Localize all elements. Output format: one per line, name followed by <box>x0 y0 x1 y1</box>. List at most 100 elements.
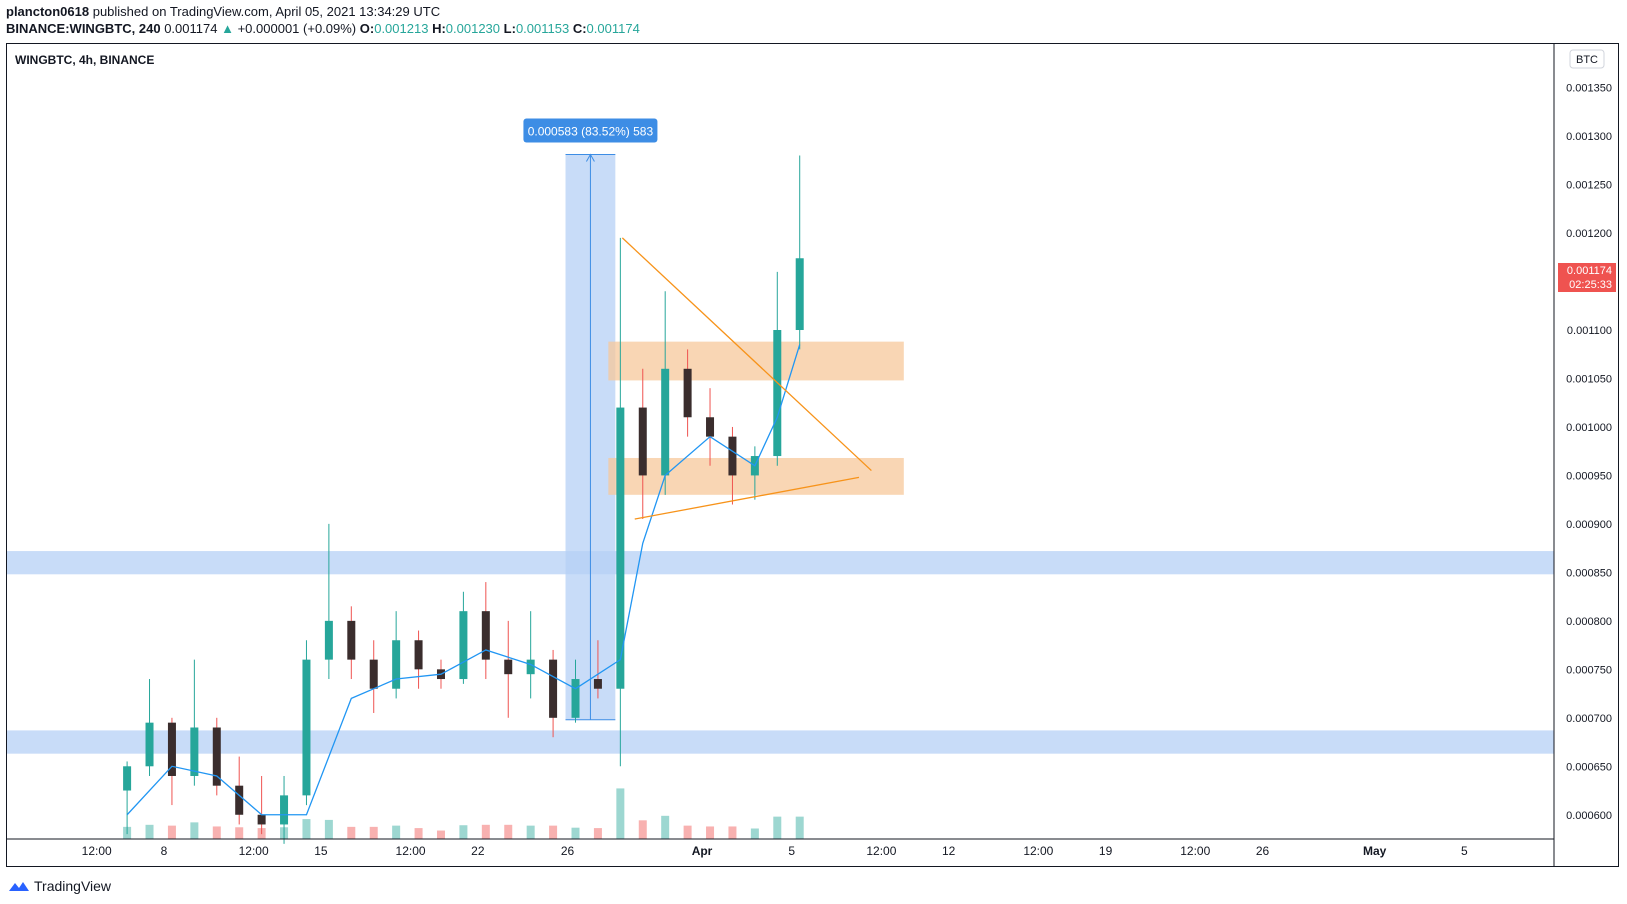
volume-bar-3 <box>190 822 199 839</box>
c-label: C: <box>572 21 587 36</box>
time-tick-13: 12:00 <box>1180 844 1210 858</box>
publish-text: published on TradingView.com, April 05, … <box>92 4 441 19</box>
candle-body-5 <box>235 785 244 815</box>
volume-bar-13 <box>414 828 423 839</box>
candle-body-30 <box>795 258 804 331</box>
price-tick-0: 0.001350 <box>1566 83 1612 95</box>
volume-bar-29 <box>773 816 782 839</box>
price-range-measure[interactable]: 0.000583 (83.52%) 583 <box>523 118 658 721</box>
price-tick-9: 0.000900 <box>1566 519 1612 531</box>
volume-bar-12 <box>392 825 401 839</box>
publish-info: plancton0618 published on TradingView.co… <box>6 4 440 20</box>
time-tick-11: 12:00 <box>1023 844 1053 858</box>
price-axis[interactable]: 0.0013500.0013000.0012500.0012000.001150… <box>1566 83 1612 822</box>
candle-body-19 <box>549 659 558 718</box>
price-tick-7: 0.001000 <box>1566 422 1612 434</box>
time-tick-15: May <box>1363 844 1387 858</box>
volume-bar-17 <box>504 824 513 839</box>
c-value: 0.001174 <box>586 21 640 36</box>
l-value: 0.001153 <box>515 21 570 36</box>
volume-bar-16 <box>481 824 490 839</box>
sr-zone-0 <box>608 341 904 381</box>
footer-brand[interactable]: TradingView <box>8 878 111 894</box>
horizontal-bands <box>7 551 1554 754</box>
price-tick-8: 0.000950 <box>1566 470 1612 482</box>
candle-body-10 <box>347 620 356 660</box>
time-tick-16: 5 <box>1461 844 1468 858</box>
time-tick-12: 19 <box>1099 844 1113 858</box>
time-tick-6: 26 <box>561 844 575 858</box>
candle-body-24 <box>661 368 670 476</box>
time-tick-5: 22 <box>471 844 485 858</box>
chart-frame <box>6 43 1619 867</box>
ascending-trendline <box>634 476 860 520</box>
h-value: 0.001230 <box>445 21 501 36</box>
change-text: +0.000001 (+0.09%) <box>237 21 357 36</box>
volume-bar-27 <box>728 826 737 839</box>
time-tick-2: 12:00 <box>239 844 269 858</box>
price-tick-14: 0.000650 <box>1566 761 1612 773</box>
price-tick-2: 0.001250 <box>1566 180 1612 192</box>
price-tick-12: 0.000750 <box>1566 664 1612 676</box>
candle-body-20 <box>571 679 580 718</box>
publisher-name[interactable]: plancton0618 <box>6 4 90 19</box>
volume-bar-18 <box>526 825 535 839</box>
volume-bar-11 <box>369 826 378 839</box>
candle-body-1 <box>145 722 154 767</box>
volume-bar-25 <box>683 825 692 839</box>
volume-bar-14 <box>436 830 445 839</box>
l-label: L: <box>503 21 516 36</box>
candle-body-22 <box>616 407 625 689</box>
candle-body-29 <box>773 330 782 457</box>
volume-bar-21 <box>593 828 602 839</box>
time-tick-1: 8 <box>161 844 168 858</box>
price-tick-10: 0.000850 <box>1566 567 1612 579</box>
candle-body-25 <box>683 368 692 418</box>
candle-body-2 <box>167 722 176 776</box>
volume-bar-1 <box>145 824 154 839</box>
time-tick-9: 12:00 <box>866 844 896 858</box>
measure-arrow-head <box>585 153 595 162</box>
time-tick-3: 15 <box>314 844 328 858</box>
ohlc-legend: BINANCE:WINGBTC, 240 0.001174 ▲ +0.00000… <box>6 21 640 37</box>
last-price: 0.001174 <box>164 21 218 36</box>
up-arrow-icon: ▲ <box>221 21 234 36</box>
time-tick-0: 12:00 <box>82 844 112 858</box>
price-tick-15: 0.000600 <box>1566 810 1612 822</box>
volume-bar-22 <box>616 788 625 839</box>
candle-body-6 <box>257 814 266 825</box>
candle-body-9 <box>324 620 333 660</box>
volume-bar-19 <box>549 825 558 839</box>
price-tick-3: 0.001200 <box>1566 228 1612 240</box>
candle-body-17 <box>504 659 513 675</box>
o-label: O: <box>359 21 375 36</box>
candle-body-8 <box>302 659 311 796</box>
tradingview-logo-icon <box>9 882 29 891</box>
candle-body-26 <box>706 417 715 437</box>
currency-button[interactable]: BTC <box>1569 49 1605 69</box>
time-tick-8: 5 <box>788 844 795 858</box>
measure-label-box <box>523 118 658 143</box>
volume-bar-24 <box>661 815 670 839</box>
time-axis[interactable]: 12:00 8 12:00 15 12:00 22 26 Apr 5 12:00 12 12:00 19… <box>82 844 1468 858</box>
time-tick-7: Apr <box>692 844 713 858</box>
countdown-tag: 02:25:33 <box>1569 279 1612 291</box>
candle-body-15 <box>459 611 468 680</box>
volume-bar-15 <box>459 825 468 839</box>
footer-brand-text: TradingView <box>34 878 112 894</box>
volume-bar-9 <box>324 819 333 839</box>
horizontal-band-1 <box>7 730 1554 754</box>
price-tick-6: 0.001050 <box>1566 373 1612 385</box>
last-price-label: 0.001174 02:25:33 <box>1558 263 1616 292</box>
volume-bar-28 <box>750 828 759 839</box>
volume-bar-5 <box>235 827 244 839</box>
time-tick-10: 12 <box>942 844 956 858</box>
time-tick-4: 12:00 <box>396 844 426 858</box>
price-tick-13: 0.000700 <box>1566 713 1612 725</box>
moving-average-line <box>126 344 801 816</box>
triangle-trendlines[interactable] <box>621 237 872 520</box>
candle-body-18 <box>526 659 535 675</box>
candle-body-0 <box>123 766 132 791</box>
candle-body-21 <box>593 679 602 689</box>
